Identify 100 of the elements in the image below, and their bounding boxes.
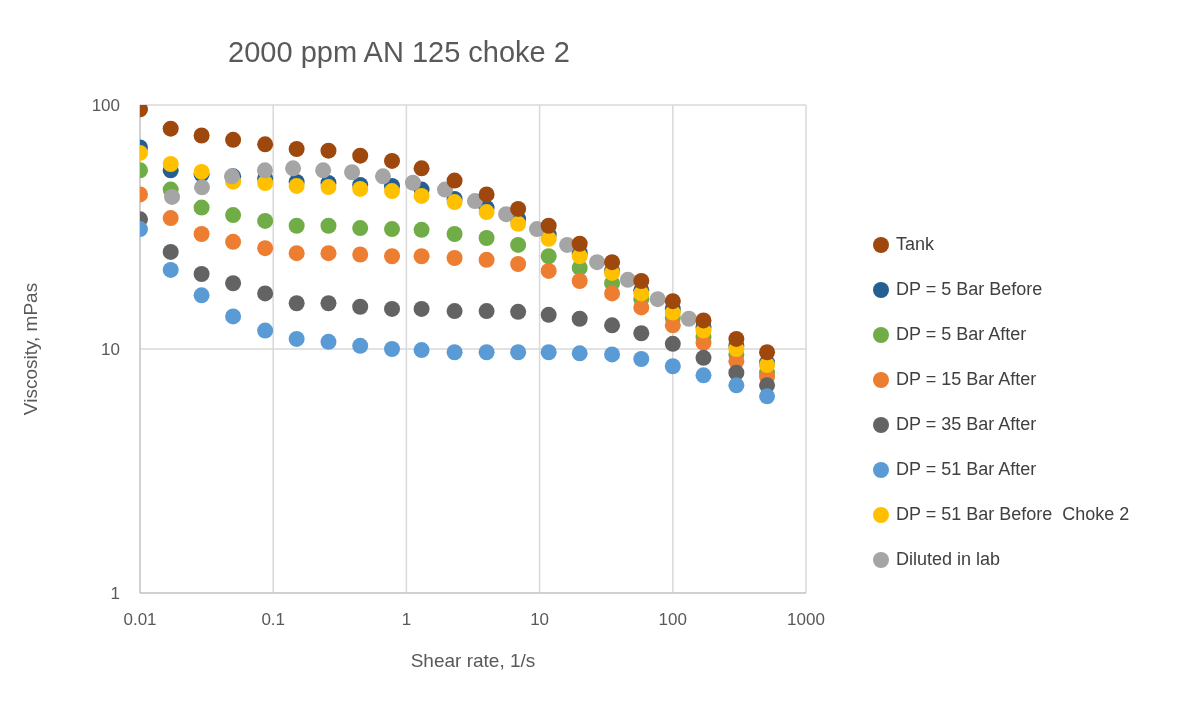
- point: [510, 215, 527, 232]
- point: [478, 303, 495, 320]
- point: [257, 285, 274, 302]
- point: [288, 295, 305, 312]
- point: [446, 194, 463, 211]
- point: [728, 330, 745, 347]
- point: [478, 344, 495, 361]
- point: [413, 300, 430, 317]
- point: [162, 120, 179, 137]
- point: [162, 156, 179, 173]
- point: [257, 322, 274, 339]
- point: [510, 236, 527, 253]
- point: [446, 250, 463, 267]
- point: [257, 136, 274, 153]
- point: [352, 337, 369, 354]
- point: [413, 187, 430, 204]
- point: [510, 200, 527, 217]
- point: [759, 344, 776, 361]
- point: [288, 177, 305, 194]
- point: [384, 183, 401, 200]
- point: [633, 325, 650, 342]
- point: [352, 298, 369, 315]
- point: [540, 248, 557, 265]
- point: [446, 344, 463, 361]
- x-tick-label: 100: [658, 610, 687, 630]
- point: [320, 245, 337, 262]
- legend-label: DP = 15 Bar After: [896, 369, 1037, 390]
- legend-label: DP = 35 Bar After: [896, 414, 1037, 435]
- point: [446, 172, 463, 189]
- point: [225, 131, 242, 148]
- point: [225, 275, 242, 292]
- point: [413, 160, 430, 177]
- point: [446, 303, 463, 320]
- point: [384, 152, 401, 169]
- point: [193, 127, 210, 144]
- point: [320, 333, 337, 350]
- point: [193, 199, 210, 216]
- x-tick-label: 10: [530, 610, 550, 630]
- x-tick-label: 0.1: [261, 610, 286, 630]
- point: [478, 204, 495, 221]
- x-axis-title: Shear rate, 1/s: [410, 650, 536, 671]
- point: [413, 248, 430, 265]
- point: [384, 300, 401, 317]
- point: [664, 335, 681, 352]
- point: [352, 147, 369, 164]
- point: [604, 317, 621, 334]
- point: [604, 285, 621, 302]
- point: [510, 344, 527, 361]
- y-tick-label: 10: [101, 340, 120, 360]
- point: [695, 349, 712, 366]
- point: [162, 243, 179, 260]
- point: [162, 210, 179, 227]
- point: [225, 308, 242, 325]
- point: [510, 303, 527, 320]
- point: [571, 345, 588, 362]
- point: [695, 312, 712, 329]
- legend-label: DP = 51 Bar Before Choke 2: [896, 504, 1130, 525]
- point: [664, 358, 681, 375]
- point: [540, 344, 557, 361]
- point: [540, 306, 557, 323]
- x-tick-label: 1000: [787, 610, 825, 630]
- point: [193, 287, 210, 304]
- point: [257, 212, 274, 229]
- point: [257, 240, 274, 257]
- y-tick-label: 1: [110, 584, 120, 604]
- point: [540, 262, 557, 279]
- legend-label: DP = 5 Bar After: [896, 324, 1027, 345]
- point: [633, 272, 650, 289]
- point: [571, 272, 588, 289]
- point: [413, 221, 430, 238]
- x-tick-label: 1: [401, 610, 412, 630]
- point: [352, 246, 369, 263]
- point: [478, 230, 495, 247]
- point: [510, 256, 527, 273]
- point: [288, 330, 305, 347]
- point: [162, 261, 179, 278]
- legend-label: Tank: [896, 234, 935, 255]
- point: [478, 251, 495, 268]
- point: [288, 245, 305, 262]
- point: [384, 248, 401, 265]
- point: [695, 367, 712, 384]
- chart-title: 2000 ppm AN 125 choke 2: [228, 36, 570, 68]
- point: [320, 295, 337, 312]
- point: [320, 217, 337, 234]
- point: [225, 207, 242, 224]
- point: [257, 175, 274, 191]
- point: [604, 254, 621, 271]
- point: [225, 233, 242, 250]
- point: [413, 342, 430, 359]
- point: [633, 299, 650, 316]
- point: [288, 217, 305, 234]
- point: [759, 388, 776, 405]
- legend-label: DP = 5 Bar Before: [896, 279, 1043, 300]
- point: [540, 217, 557, 234]
- point: [320, 142, 337, 159]
- point: [446, 226, 463, 243]
- point: [728, 377, 745, 394]
- point: [604, 346, 621, 363]
- point: [571, 235, 588, 252]
- legend-label: DP = 51 Bar After: [896, 459, 1037, 480]
